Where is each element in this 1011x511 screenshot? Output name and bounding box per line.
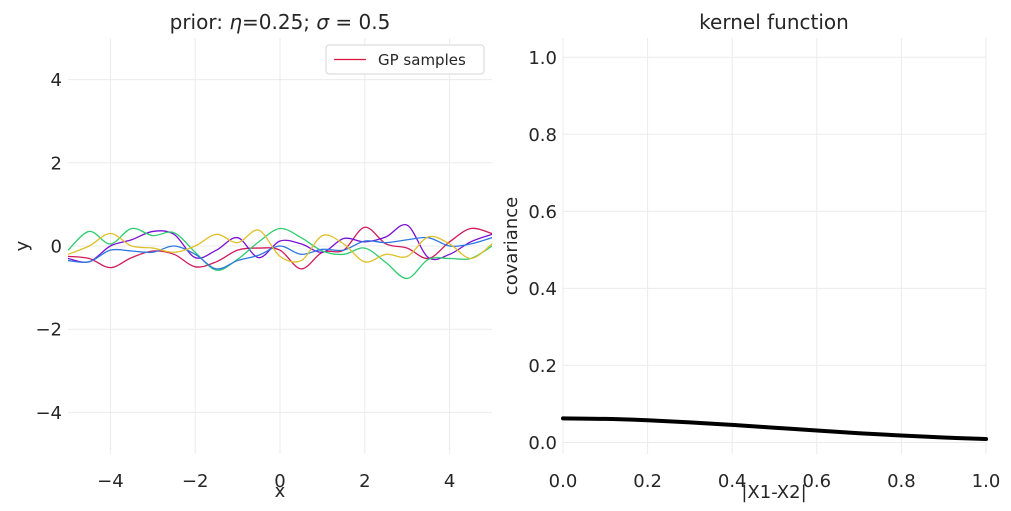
gp-prior-y-label: y [12, 240, 33, 251]
gp-prior-line-sample-crimson [68, 226, 492, 270]
gp-prior-y-tick-label: 2 [51, 153, 62, 174]
kernel-tick-labels: 0.0 0.2 0.4 0.6 0.8 1.0 0.0 0.2 0.4 0.6 0.8 1.0 [528, 48, 1000, 492]
kernel-x-label: |X1-X2| [741, 482, 806, 503]
legend-box [325, 44, 485, 75]
gp-prior-line-sample-purple [68, 223, 492, 263]
kernel-y-tick-label: 0.4 [528, 279, 557, 300]
legend-label: GP samples [378, 51, 466, 69]
kernel-x-tick-label: 0.8 [887, 471, 916, 492]
gp-prior-y-tick-label: −2 [35, 320, 62, 341]
kernel-y-tick-label: 1.0 [528, 48, 557, 69]
kernel-panel: kernel function 0.0 0.2 0.4 0.6 0.8 1.0 0.0 0.2… [501, 10, 1000, 503]
kernel-y-tick-label: 0.2 [528, 356, 557, 377]
kernel-x-tick-label: 0.6 [802, 471, 831, 492]
gp-prior-x-tick-label: 0 [274, 471, 285, 492]
gp-prior-line-sample-blue [68, 236, 492, 270]
kernel-x-tick-label: 0.2 [633, 471, 662, 492]
gp-prior-y-tick-label: −4 [35, 403, 62, 424]
gp-prior-series [68, 223, 492, 280]
kernel-y-tick-label: 0.0 [528, 433, 557, 454]
kernel-x-tick-label: 0.4 [718, 471, 747, 492]
legend: GP samples [325, 44, 485, 75]
kernel-title: kernel function [699, 10, 849, 34]
kernel-y-label: covariance [501, 197, 522, 295]
gp-prior-x-tick-label: −2 [182, 471, 209, 492]
gp-prior-x-tick-label: 4 [444, 471, 455, 492]
gp-prior-x-label: x [275, 481, 286, 502]
gp-prior-x-tick-label: −4 [97, 471, 124, 492]
gp-prior-y-tick-label: 4 [51, 70, 62, 91]
gp-prior-tick-labels: −4 −2 0 2 4 −4 −2 0 2 4 [35, 70, 455, 492]
gp-prior-y-tick-label: 0 [51, 237, 62, 258]
kernel-x-tick-label: 1.0 [972, 471, 1001, 492]
kernel-y-tick-label: 0.6 [528, 202, 557, 223]
kernel-grid [562, 38, 987, 454]
gp-prior-line-sample-gold [68, 229, 492, 263]
kernel-x-tick-label: 0.0 [549, 471, 578, 492]
gp-prior-title: prior: η=0.25; σ = 0.5 [170, 10, 391, 34]
kernel-y-tick-label: 0.8 [528, 125, 557, 146]
gp-prior-x-tick-label: 2 [359, 471, 370, 492]
gp-prior-line-sample-green [68, 227, 492, 280]
kernel-series [561, 416, 988, 442]
kernel-line-kernel [561, 416, 988, 442]
